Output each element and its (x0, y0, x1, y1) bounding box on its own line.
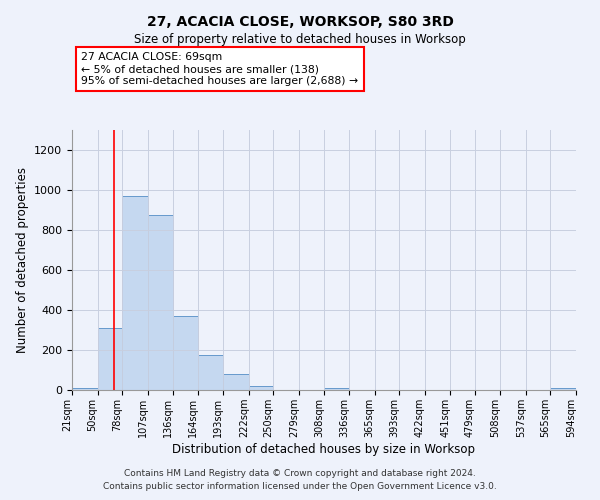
Bar (72, 388, 98, 390)
Bar (198, 355, 223, 390)
Y-axis label: Number of detached properties: Number of detached properties (16, 167, 29, 353)
Bar (223, 374, 249, 390)
Bar (173, 316, 198, 390)
Text: Contains HM Land Registry data © Crown copyright and database right 2024.: Contains HM Land Registry data © Crown c… (124, 468, 476, 477)
Text: Size of property relative to detached houses in Worksop: Size of property relative to detached ho… (134, 32, 466, 46)
Text: Contains public sector information licensed under the Open Government Licence v3: Contains public sector information licen… (103, 482, 497, 491)
Bar (325, 388, 349, 390)
Bar (550, 388, 576, 390)
Text: 27, ACACIA CLOSE, WORKSOP, S80 3RD: 27, ACACIA CLOSE, WORKSOP, S80 3RD (146, 15, 454, 29)
Bar (98, 328, 122, 390)
Bar (148, 215, 173, 390)
Bar (249, 386, 274, 390)
Text: 27 ACACIA CLOSE: 69sqm
← 5% of detached houses are smaller (138)
95% of semi-det: 27 ACACIA CLOSE: 69sqm ← 5% of detached … (81, 52, 358, 86)
Bar (122, 196, 148, 390)
X-axis label: Distribution of detached houses by size in Worksop: Distribution of detached houses by size … (173, 442, 476, 456)
